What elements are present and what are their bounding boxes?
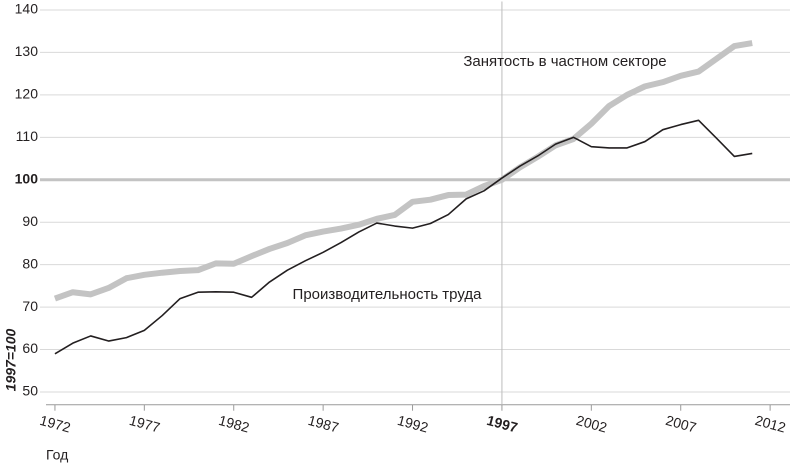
y-tick-label: 110 — [16, 128, 39, 144]
x-tick-label: 1972 — [38, 412, 72, 436]
y-tick-label: 100 — [15, 170, 39, 186]
x-tick-label: 1977 — [128, 412, 162, 436]
x-tick-label: 2002 — [575, 412, 609, 436]
series-label: Занятость в частном секторе — [463, 53, 666, 70]
x-tick-label: 1997 — [485, 412, 519, 436]
y-tick-label: 50 — [22, 383, 38, 399]
y-tick-label: 90 — [22, 213, 38, 229]
x-tick-label: 1987 — [306, 412, 340, 436]
y-tick-label: 60 — [22, 340, 38, 356]
series-label: Производительность труда — [293, 286, 483, 303]
series-line — [53, 40, 753, 302]
y-tick-label: 130 — [15, 43, 39, 59]
y-tick-label: 80 — [22, 255, 38, 271]
y-tick-label: 70 — [22, 298, 38, 314]
x-tick-label: 1992 — [396, 412, 430, 436]
series-line — [54, 119, 753, 355]
y-axis-title: 1997=100 — [3, 328, 19, 391]
x-tick-label: 1982 — [217, 412, 251, 436]
x-axis-title: Год — [46, 447, 68, 463]
x-tick-label: 2007 — [664, 412, 698, 436]
y-tick-label: 120 — [15, 86, 39, 102]
y-tick-label: 140 — [15, 1, 39, 17]
x-tick-label: 2012 — [753, 412, 787, 436]
